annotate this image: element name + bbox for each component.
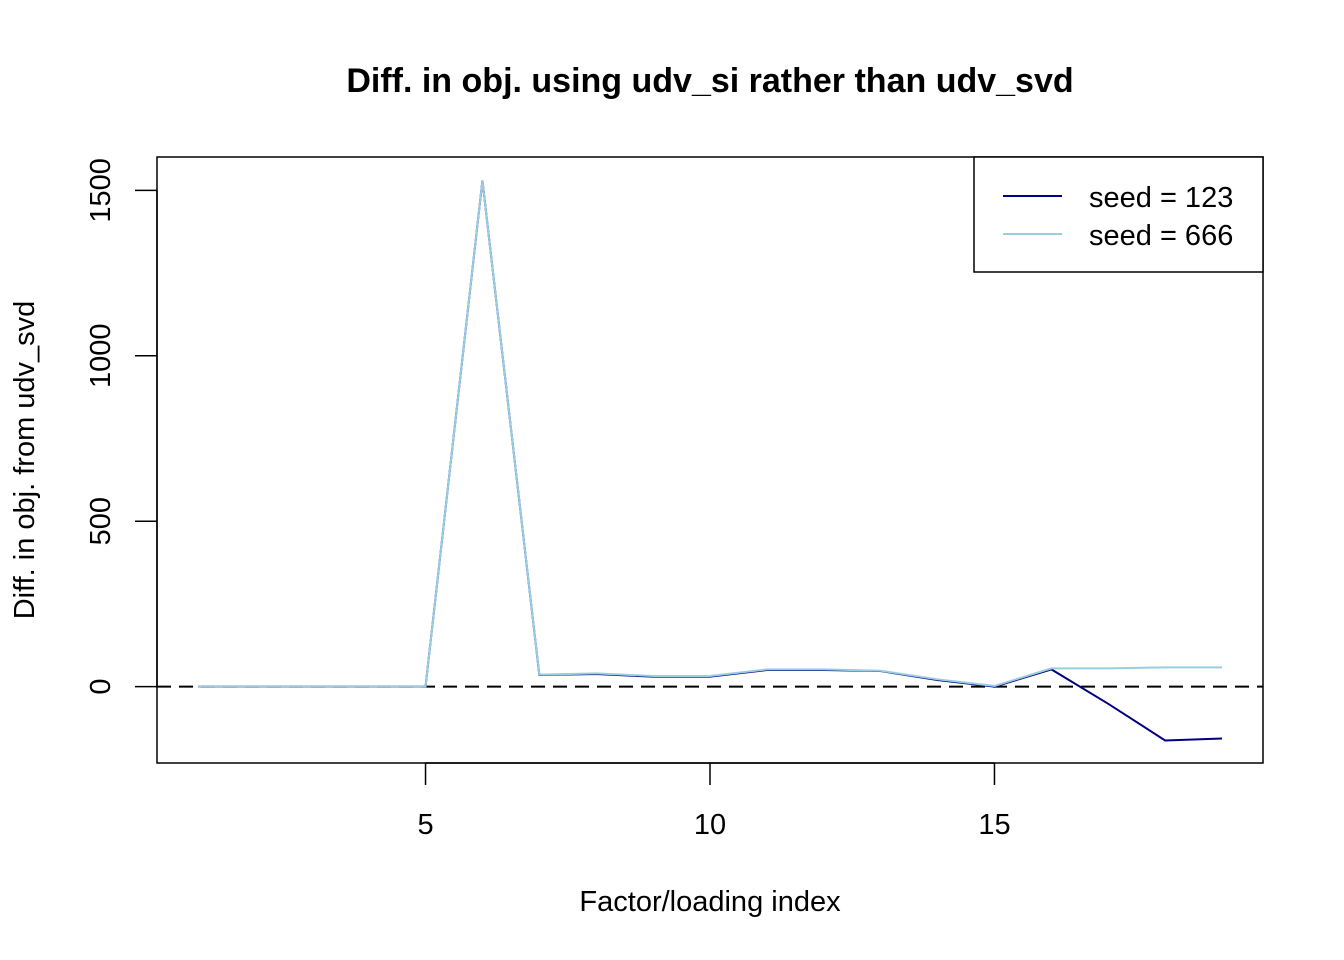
- legend-box: [973, 156, 1264, 273]
- y-tick-label: 1500: [85, 158, 117, 223]
- x-tick-label: 15: [978, 809, 1010, 841]
- x-tick-label: 5: [417, 809, 433, 841]
- series-line-seed-666: [197, 180, 1223, 688]
- y-axis: 0 500 1000 1500: [85, 158, 158, 695]
- y-axis-label: Diff. in obj. from udv_svd: [9, 301, 41, 620]
- legend-label-seed-123: seed = 123: [1089, 182, 1233, 214]
- y-tick-label: 0: [85, 679, 117, 695]
- legend-label-seed-666: seed = 666: [1089, 220, 1233, 252]
- y-tick-label: 1000: [85, 324, 117, 389]
- y-tick-label: 500: [85, 497, 117, 545]
- x-tick-label: 10: [694, 809, 726, 841]
- x-axis: 5 10 15: [417, 762, 1011, 841]
- x-axis-label: Factor/loading index: [579, 886, 841, 918]
- legend: seed = 123 seed = 666: [973, 156, 1264, 273]
- chart-title: Diff. in obj. using udv_si rather than u…: [346, 62, 1073, 100]
- series-layer: [197, 180, 1223, 742]
